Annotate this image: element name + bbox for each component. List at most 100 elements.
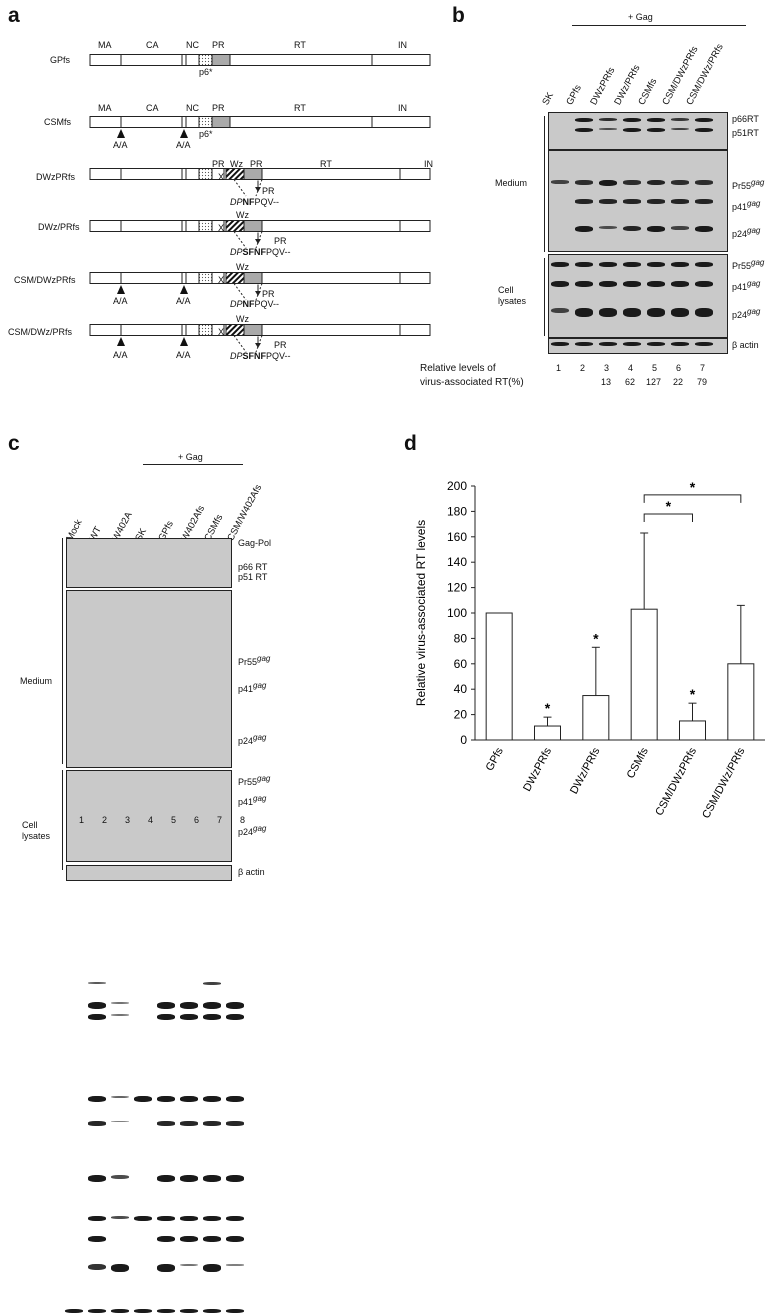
blot-band [551, 262, 569, 267]
blot-band [647, 180, 665, 186]
label-sup: gag [747, 226, 761, 235]
band-label-c-p51: p51 RT [238, 572, 268, 582]
domain-label-pr: PR [212, 40, 225, 50]
blot-band [157, 1002, 175, 1009]
group-label-c-cell: Cell lysates [22, 820, 51, 841]
pr-domain [211, 116, 231, 128]
label-sup: gag [253, 681, 267, 690]
blot-band [88, 1121, 106, 1126]
group-bracket-c-medium [62, 538, 63, 764]
blot-band [647, 342, 665, 346]
blot-b-cell-gag [548, 254, 728, 338]
bracket-star: * [666, 498, 672, 514]
cleavage-arrowhead [255, 187, 261, 192]
blot-band [226, 1096, 244, 1102]
band-label-c-p41-cell: p41gag [238, 794, 266, 807]
in-label-c3: IN [424, 159, 433, 169]
blot-band [111, 1216, 129, 1219]
blot-band [695, 128, 713, 132]
x-label-c4: X [218, 223, 225, 233]
blot-band [203, 1175, 221, 1182]
blot-band [226, 1002, 244, 1009]
blot-band [88, 1264, 106, 1271]
label-text: Pr55 [732, 261, 752, 271]
blot-band [623, 199, 641, 204]
blot-band [180, 1096, 198, 1102]
label-text: p41 [238, 797, 254, 807]
significance-bracket [643, 513, 693, 522]
construct-bars [89, 54, 431, 353]
domain-label-nc: NC [186, 40, 199, 50]
construct-diagram: MA CA NC PR RT IN MA CA NC PR RT IN GPfs… [0, 0, 440, 361]
blot-band [575, 226, 593, 232]
blot-band [599, 128, 617, 130]
blot-band [551, 180, 569, 184]
blot-band [111, 1175, 129, 1180]
blot-band [111, 1264, 129, 1272]
blot-band [88, 1175, 106, 1182]
blot-band [157, 1236, 175, 1242]
aa-label-c6-2: A/A [176, 350, 191, 360]
band-label-c-pr55: Pr55gag [238, 654, 270, 667]
domain-label-in-2: IN [398, 103, 407, 113]
blot-band [695, 226, 713, 232]
blot-band [180, 1014, 198, 1020]
aa-mutation-arrowhead [117, 285, 125, 294]
blot-band [575, 281, 593, 287]
blot-b-actin [548, 338, 728, 354]
lane-number-c-3: 3 [125, 815, 131, 825]
rt-value-5: 127 [646, 377, 662, 387]
cleavage-arrowhead [255, 239, 261, 244]
blot-band [203, 1121, 221, 1126]
label-sup: gag [257, 654, 271, 663]
blot-panel-b: + Gag SK GPfs DWzPRfs DWz/PRfs CSMfs CSM… [420, 0, 777, 410]
blot-band [575, 128, 593, 132]
label-text: Pr55 [238, 777, 258, 787]
group-label-b-medium: Medium [495, 178, 528, 188]
y-tick-label: 140 [447, 555, 467, 569]
blot-band [647, 262, 665, 267]
pr-cleave-c3: PR [262, 186, 275, 196]
gag-header-line-b [572, 25, 746, 26]
lane-number-c-4: 4 [148, 815, 154, 825]
blot-band [203, 1309, 221, 1313]
lane-label-c-8: CSM/W402Afs [225, 482, 265, 543]
aa-label-c5-2: A/A [176, 296, 191, 306]
lane-number-b-4: 4 [628, 363, 634, 373]
aa-label-csm-2: A/A [176, 140, 191, 150]
blot-band [180, 1264, 198, 1267]
blot-band [599, 281, 617, 287]
wz-label-1: Wz [230, 159, 243, 169]
blot-band [88, 1236, 106, 1242]
blot-band [599, 308, 617, 317]
blot-band [623, 180, 641, 185]
y-axis-label: Relative virus-associated RT levels [414, 520, 428, 706]
construct-bar [89, 116, 431, 128]
wz-domain [225, 168, 245, 180]
x-tick-label: GPfs [484, 745, 506, 773]
blot-band [180, 1236, 198, 1242]
aa-label-c6-1: A/A [113, 350, 128, 360]
y-tick-label: 80 [454, 631, 468, 645]
p6-label-2: p6* [199, 129, 213, 139]
blot-band [226, 1121, 244, 1126]
blot-band [203, 1014, 221, 1020]
cleavage-line [233, 179, 247, 197]
label-sup: gag [747, 279, 761, 288]
lane-label-b-5: CSMfs [636, 76, 660, 107]
band-label-c-actin: β actin [238, 867, 265, 877]
blot-band [599, 226, 617, 229]
blot-band [180, 1002, 198, 1009]
blot-band [695, 262, 713, 267]
blot-band [671, 308, 689, 317]
pr-label-1: PR [212, 159, 225, 169]
bar-csm-dwz-prfs [727, 663, 755, 741]
aa-mutation-arrowhead [180, 129, 188, 138]
rt-caption-line-2: virus-associated RT(%) [420, 377, 524, 388]
label-sup: gag [747, 307, 761, 316]
blot-band [599, 342, 617, 346]
bar-csm-dwzprfs [679, 720, 706, 741]
seq-c3: DPNFPQV-- [230, 197, 279, 207]
cleavage-line [233, 283, 247, 301]
blot-c-rt [66, 538, 232, 588]
